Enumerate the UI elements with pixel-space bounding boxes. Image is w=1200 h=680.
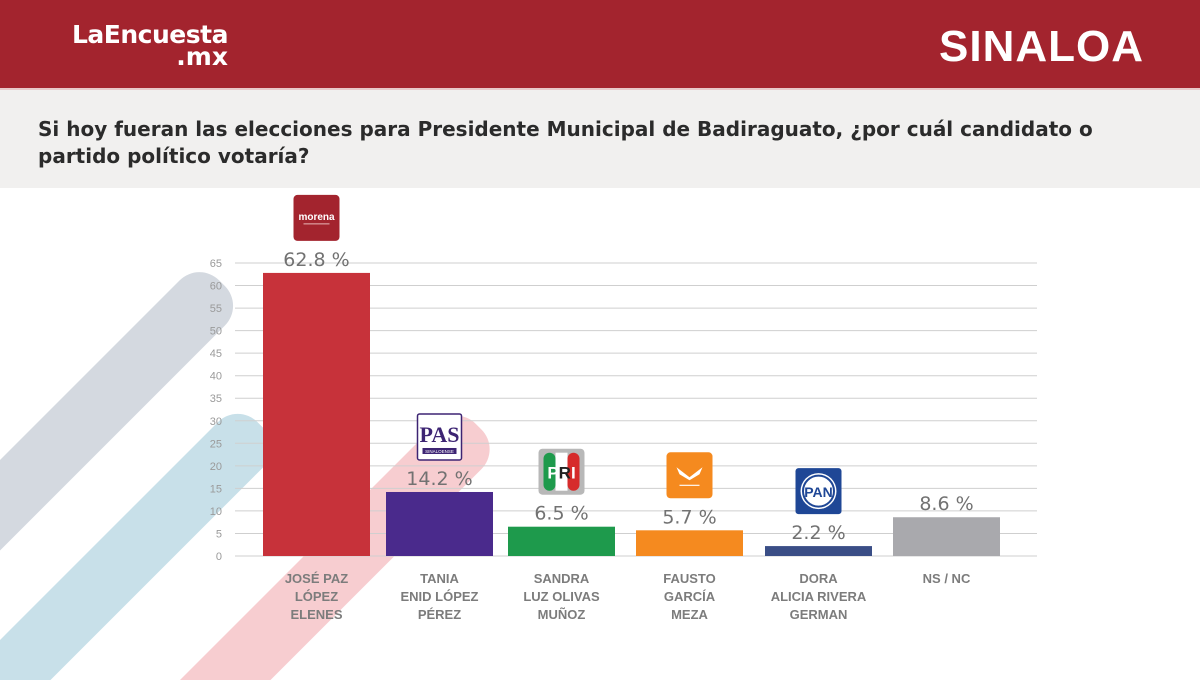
bar (508, 526, 615, 556)
category-label: GERMAN (790, 607, 848, 622)
bar (893, 517, 1000, 556)
state-title: SINALOA (939, 22, 1144, 71)
value-labels: 62.8 % 14.2 % 6.5 % 5.7 % 2.2 % 8.6 % (283, 249, 973, 544)
party-logos: morena PAS SINALOENSE PRI PAN (293, 194, 842, 515)
question-band: Si hoy fueran las elecciones para Presid… (0, 88, 1200, 188)
category-label: SANDRA (534, 571, 590, 586)
category-label: GARCÍA (664, 589, 716, 604)
bar (263, 272, 370, 556)
morena-logo: morena (293, 194, 340, 241)
y-tick-label: 65 (210, 258, 222, 270)
brand-domain: .mx (176, 42, 228, 71)
category-label: LUZ OLIVAS (523, 589, 600, 604)
decorative-stripes (0, 272, 490, 680)
mc-logo (666, 452, 713, 499)
y-tick-label: 10 (210, 506, 222, 518)
value-label: 62.8 % (283, 249, 349, 271)
value-label: 14.2 % (406, 468, 472, 490)
category-label: LÓPEZ (295, 589, 338, 604)
y-tick-label: 55 (210, 303, 222, 315)
y-tick-label: 0 (216, 551, 222, 563)
pas-logo-text: PAS (420, 422, 460, 447)
bar (386, 491, 493, 556)
y-tick-label: 50 (210, 326, 222, 338)
y-tick-label: 5 (216, 528, 222, 540)
category-label: JOSÉ PAZ (285, 571, 348, 586)
y-tick-label: 40 (210, 371, 222, 383)
decorative-stripe (71, 415, 490, 680)
category-label: MEZA (671, 607, 708, 622)
pan-logo-text: PAN (804, 484, 833, 500)
y-tick-label: 25 (210, 438, 222, 450)
y-tick-label: 15 (210, 483, 222, 495)
category-label: FAUSTO (663, 571, 716, 586)
category-label: ALICIA RIVERA (771, 589, 867, 604)
pri-logo-text: PRI (547, 464, 575, 483)
y-tick-label: 45 (210, 348, 222, 360)
category-label: MUÑOZ (538, 607, 586, 622)
y-tick-label: 35 (210, 393, 222, 405)
y-tick-label: 60 (210, 281, 222, 293)
brand-logo: LaEncuesta .mx (72, 20, 228, 71)
pan-logo: PAN (795, 468, 842, 515)
header-banner: LaEncuesta .mx SINALOA (0, 0, 1200, 88)
eagle-icon (676, 467, 703, 481)
brand-name: LaEncuesta (72, 20, 228, 49)
category-label: PÉREZ (418, 607, 461, 622)
pas-logo: PAS SINALOENSE (416, 413, 463, 461)
y-tick-label: 20 (210, 461, 222, 473)
value-label: 5.7 % (662, 506, 716, 528)
pri-logo: PRI (538, 448, 585, 495)
decorative-stripe (0, 413, 272, 680)
value-label: 6.5 % (534, 503, 588, 525)
category-label: ELENES (290, 607, 342, 622)
bar (765, 546, 872, 556)
value-label: 8.6 % (919, 493, 973, 515)
pas-logo-subtext: SINALOENSE (425, 449, 454, 454)
morena-logo-text: morena (298, 212, 335, 223)
category-labels: JOSÉ PAZ LÓPEZ ELENES TANIA ENID LÓPEZ PÉREZ S… (285, 571, 971, 622)
survey-question: Si hoy fueran las elecciones para Presid… (38, 117, 1093, 168)
bar (636, 530, 743, 556)
decorative-stripe (0, 272, 234, 634)
category-label: NS / NC (923, 571, 971, 586)
category-label: TANIA (420, 571, 459, 586)
value-label: 2.2 % (791, 522, 845, 544)
y-tick-label: 30 (210, 416, 222, 428)
bars (263, 272, 1000, 556)
category-label: ENID LÓPEZ (400, 589, 478, 604)
category-label: DORA (799, 571, 838, 586)
y-axis-ticks: 0 5 10 15 20 25 30 35 40 45 50 55 60 65 (210, 258, 222, 563)
